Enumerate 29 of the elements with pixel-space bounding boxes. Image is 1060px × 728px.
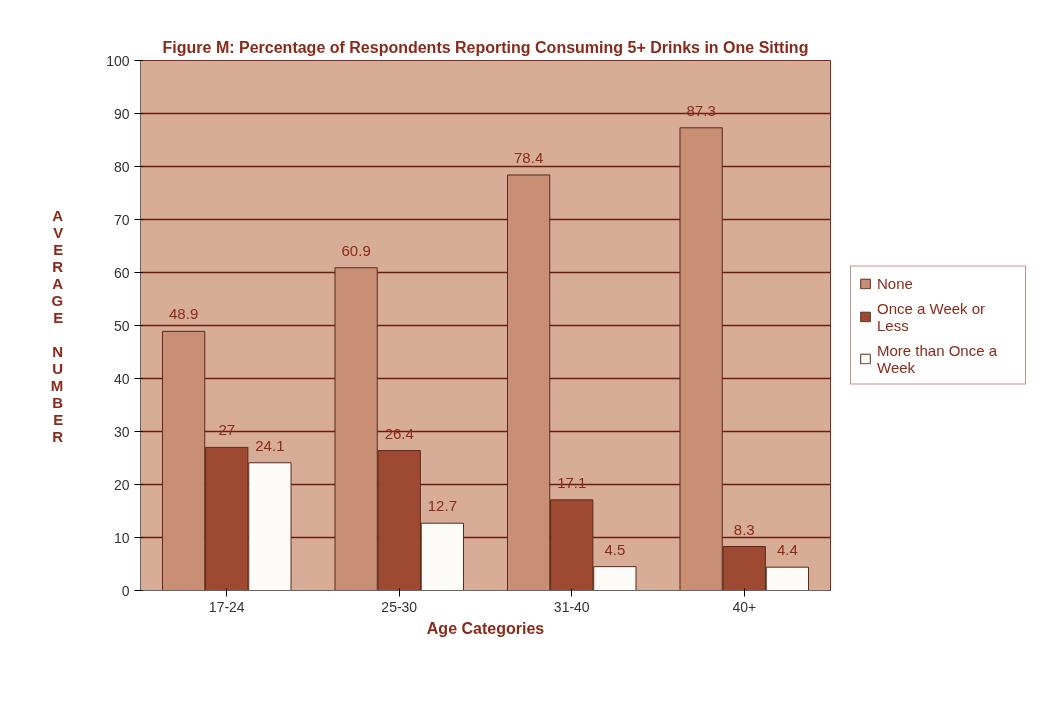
data-label: 60.9 <box>341 241 371 259</box>
data-label: 48.9 <box>169 305 199 323</box>
y-tick-label: 10 <box>113 529 130 546</box>
y-tick-label: 100 <box>106 52 130 69</box>
y-tick-label: 80 <box>113 158 130 175</box>
y-tick-label: 60 <box>113 264 130 281</box>
data-label: 8.3 <box>733 520 755 538</box>
legend-label: Once a Week or Less <box>877 299 987 334</box>
chart-title: Figure M: Percentage of Respondents Reporting Consuming 5+ Drinks in One Sitting <box>162 38 809 56</box>
data-label: 78.4 <box>514 148 544 166</box>
data-label: 12.7 <box>427 497 457 515</box>
text: AVERAGE NUMBER <box>50 206 64 445</box>
x-tick-label: 31-40 <box>553 598 590 615</box>
legend-label: More than Once a Week <box>877 341 999 376</box>
x-tick-label: 40+ <box>732 598 757 615</box>
y-tick-label: 30 <box>113 423 130 440</box>
x-axis-title: Age Categories <box>426 619 545 637</box>
legend-label: None <box>877 274 914 292</box>
data-label: 4.4 <box>776 541 798 559</box>
y-tick-label: 40 <box>113 370 130 387</box>
y-tick-label: 70 <box>113 211 130 228</box>
x-tick-label: 17-24 <box>208 598 245 615</box>
y-tick-label: 90 <box>113 105 130 122</box>
y-tick-label: 0 <box>121 582 130 599</box>
data-label: 4.5 <box>604 540 626 558</box>
x-tick-label: 25-30 <box>381 598 418 615</box>
data-label: 24.1 <box>255 436 285 454</box>
y-tick-label: 50 <box>113 317 130 334</box>
y-tick-label: 20 <box>113 476 130 493</box>
